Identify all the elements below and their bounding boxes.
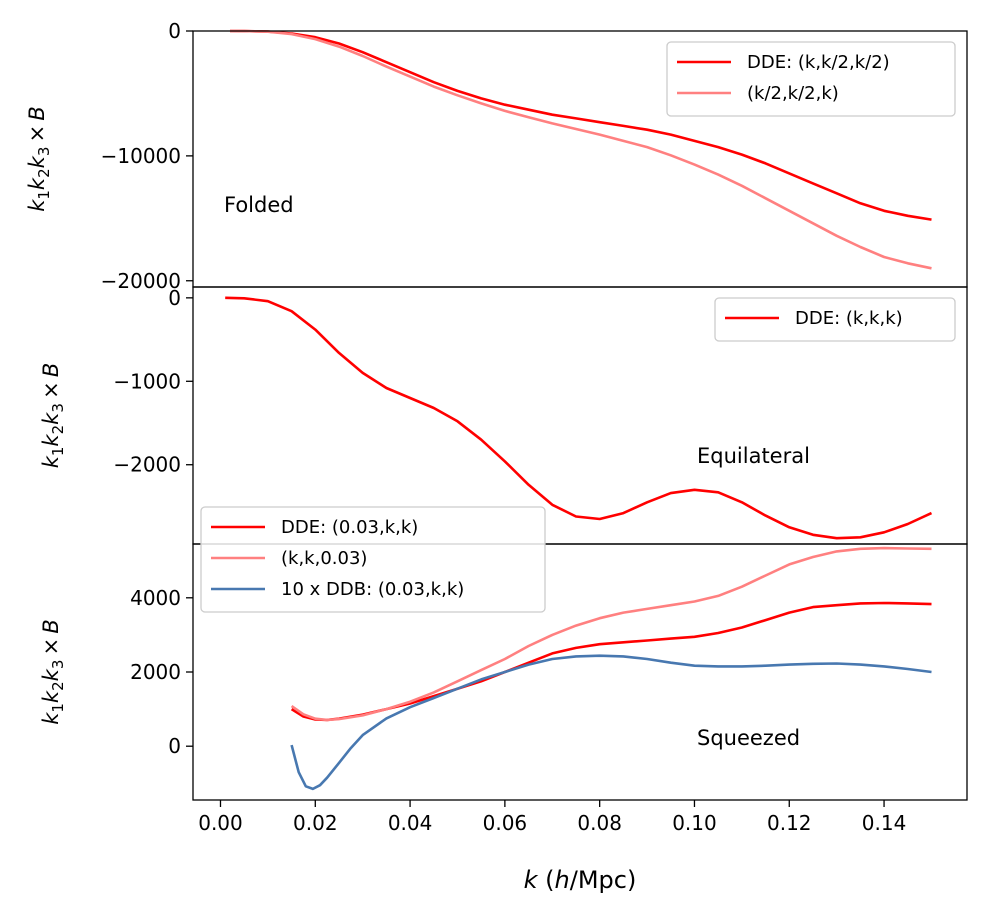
series-line-2-0 <box>290 601 932 722</box>
legend-entry: DDE: (0.03,k,k) <box>281 517 418 538</box>
squeezed-annotation: Squeezed <box>697 726 800 750</box>
squeezed-panel-frame <box>192 543 968 801</box>
squeezed-panel: 0 2000 4000 0.00 0.02 0.04 0.06 0.08 0.10 0.12 0.… <box>39 506 968 835</box>
equilateral-panel: 0 −1000 −2000 Equilateral DDE: (k,k,k) k1k… <box>39 286 968 545</box>
xtick-label: 0.08 <box>577 811 622 835</box>
xtick-label: 0.02 <box>293 811 338 835</box>
ytick-label: 4000 <box>130 586 181 610</box>
legend-entry: 10 x DDB: (0.03,k,k) <box>281 579 464 600</box>
ytick-label: −20000 <box>101 269 181 293</box>
ytick-label: −10000 <box>101 144 181 168</box>
legend-entry: (k/2,k/2,k) <box>747 83 839 104</box>
series-line-2-2 <box>290 654 932 791</box>
xtick-label: 0.10 <box>672 811 717 835</box>
legend-box <box>666 41 956 117</box>
ytick-label: 2000 <box>130 660 181 684</box>
ytick-label: 0 <box>168 19 181 43</box>
series-line-0-0 <box>229 29 932 221</box>
folded-annotation: Folded <box>224 193 294 217</box>
folded-ylabel: k1k2k3 × B <box>25 106 53 212</box>
xtick-label: 0.00 <box>198 811 243 835</box>
legend-entry: DDE: (k,k,k) <box>795 308 903 329</box>
equilateral-annotation: Equilateral <box>697 444 810 468</box>
series-line-2-1 <box>290 546 932 722</box>
series-line-1-0 <box>225 296 933 540</box>
ytick-label: −1000 <box>113 369 181 393</box>
xtick-label: 0.12 <box>767 811 812 835</box>
ytick-label: 0 <box>168 286 181 310</box>
legend-box <box>714 297 956 342</box>
xtick-label: 0.06 <box>483 811 528 835</box>
ytick-label: −2000 <box>113 453 181 477</box>
ytick-label: 0 <box>168 734 181 758</box>
legend-entry: (k,k,0.03) <box>281 548 367 569</box>
legend-box <box>200 506 546 613</box>
legend-entry: DDE: (k,k/2,k/2) <box>747 52 890 73</box>
folded-panel: 0 −10000 −20000 Folded DDE: (k,k/2,k/2) (k/… <box>25 19 968 293</box>
x-axis-label: k (h/Mpc) <box>524 866 637 894</box>
xtick-label: 0.14 <box>862 811 907 835</box>
xtick-label: 0.04 <box>388 811 433 835</box>
equilateral-ylabel: k1k2k3 × B <box>39 363 67 469</box>
series-line-0-1 <box>229 29 932 270</box>
squeezed-ylabel: k1k2k3 × B <box>39 619 67 725</box>
